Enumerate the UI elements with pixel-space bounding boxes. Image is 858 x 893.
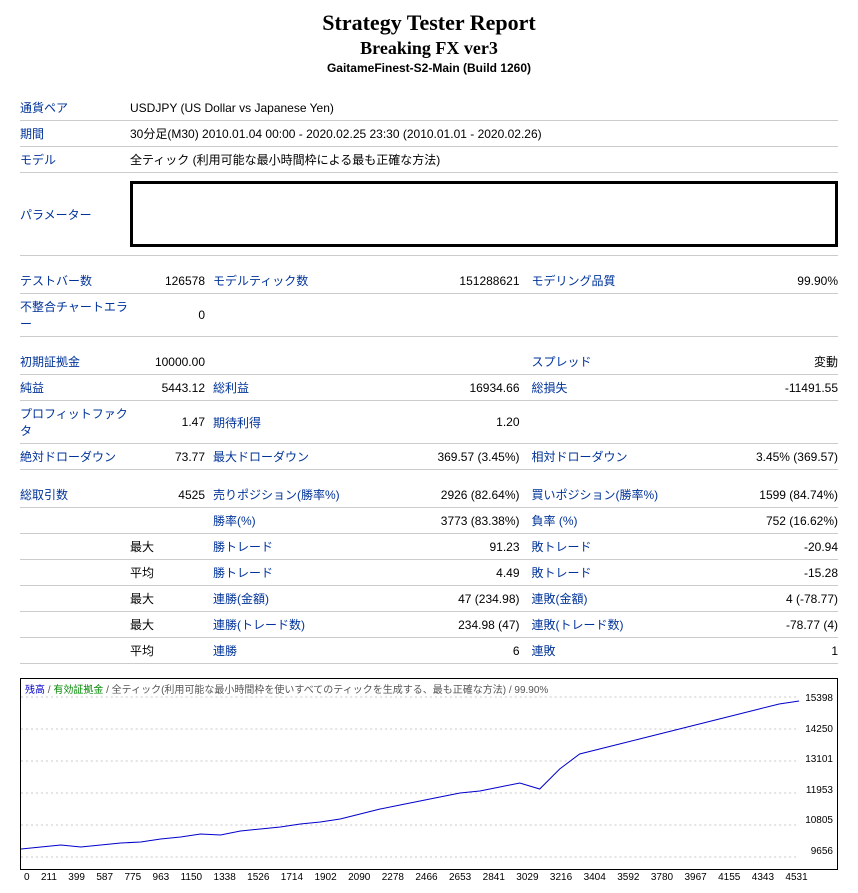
long-label: 買いポジション(勝率%) <box>532 486 672 503</box>
cons-win-amt-value: 47 (234.98) <box>353 592 532 606</box>
cons-lose-amt-label: 連敗(金額) <box>532 590 672 607</box>
cons-win-avg-label: 連勝 <box>213 642 353 659</box>
model-label: モデル <box>20 151 130 168</box>
abs-dd-value: 73.77 <box>130 450 213 464</box>
period-label: 期間 <box>20 125 130 142</box>
chart-legend: 残高 / 有効証拠金 / 全ティック(利用可能な最小時間枠を使いすべてのティック… <box>25 681 548 696</box>
lose-trade-avg-label: 敗トレード <box>532 564 672 581</box>
gross-l-label: 総損失 <box>532 379 672 396</box>
cons-lose-amt-value: 4 (-78.77) <box>672 592 839 606</box>
cons-lose-cnt-value: -78.77 (4) <box>672 618 839 632</box>
abs-dd-label: 絶対ドローダウン <box>20 448 130 465</box>
max-dd-value: 369.57 (3.45%) <box>353 450 532 464</box>
period-value: 30分足(M30) 2010.01.04 00:00 - 2020.02.25 … <box>130 125 838 142</box>
win-trade-avg-label: 勝トレード <box>213 564 353 581</box>
ep-label: 期待利得 <box>213 414 353 431</box>
param-label: パラメーター <box>20 206 130 223</box>
ticks-value: 151288621 <box>353 274 532 288</box>
max-prefix: 最大 <box>130 538 213 555</box>
model-value: 全ティック (利用可能な最小時間枠による最も正確な方法) <box>130 151 838 168</box>
rel-dd-label: 相対ドローダウン <box>532 448 672 465</box>
deposit-value: 10000.00 <box>130 355 213 369</box>
report-title: Strategy Tester Report <box>20 10 838 36</box>
cons-win-cnt-label: 連勝(トレード数) <box>213 616 353 633</box>
legend-note: / 全ティック(利用可能な最小時間枠を使いすべてのティックを生成する、最も正確な… <box>106 685 548 696</box>
stats-section-3: 総取引数 4525 売りポジション(勝率%) 2926 (82.64%) 買いポ… <box>20 482 838 664</box>
report-build: GaitameFinest-S2-Main (Build 1260) <box>20 61 838 75</box>
stats-section-2: 初期証拠金 10000.00 スプレッド 変動 純益 5443.12 総利益 1… <box>20 349 838 470</box>
pair-value: USDJPY (US Dollar vs Japanese Yen) <box>130 101 838 115</box>
gross-l-value: -11491.55 <box>672 381 839 395</box>
net-label: 純益 <box>20 379 130 396</box>
lose-rate-label: 負率 (%) <box>532 512 672 529</box>
stats-section-1: テストバー数 126578 モデルティック数 151288621 モデリング品質… <box>20 268 838 337</box>
pf-value: 1.47 <box>130 415 213 429</box>
total-label: 総取引数 <box>20 486 130 503</box>
win-trade-max: 91.23 <box>353 540 532 554</box>
win-rate-label: 勝率(%) <box>213 512 353 529</box>
max-dd-label: 最大ドローダウン <box>213 448 353 465</box>
chart-y-axis: 15398142501310111953108059656 <box>805 693 833 857</box>
rel-dd-value: 3.45% (369.57) <box>672 450 839 464</box>
gross-p-value: 16934.66 <box>353 381 532 395</box>
win-rate-value: 3773 (83.38%) <box>353 514 532 528</box>
report-header: Strategy Tester Report Breaking FX ver3 … <box>20 10 838 75</box>
total-value: 4525 <box>130 488 213 502</box>
mismatch-label: 不整合チャートエラー <box>20 298 130 332</box>
cons-win-amt-label: 連勝(金額) <box>213 590 353 607</box>
ep-value: 1.20 <box>353 415 532 429</box>
lose-rate-value: 752 (16.62%) <box>672 514 839 528</box>
chart-x-axis: 0211399587775963115013381526171419022090… <box>20 870 838 883</box>
pf-label: プロフィットファクタ <box>20 405 130 439</box>
legend-equity: 有効証拠金 <box>53 685 103 696</box>
short-label: 売りポジション(勝率%) <box>213 486 353 503</box>
cons-win-cnt-value: 234.98 (47) <box>353 618 532 632</box>
legend-balance: 残高 <box>25 685 45 696</box>
gross-p-label: 総利益 <box>213 379 353 396</box>
mismatch-value: 0 <box>130 308 213 322</box>
short-value: 2926 (82.64%) <box>353 488 532 502</box>
cons-win-avg-value: 6 <box>353 644 532 658</box>
pair-label: 通貨ペア <box>20 99 130 116</box>
spread-value: 変動 <box>672 353 839 370</box>
net-value: 5443.12 <box>130 381 213 395</box>
spread-label: スプレッド <box>532 353 672 370</box>
bars-value: 126578 <box>130 274 213 288</box>
report-subtitle: Breaking FX ver3 <box>20 38 838 59</box>
cons-lose-cnt-label: 連敗(トレード数) <box>532 616 672 633</box>
win-trade-label: 勝トレード <box>213 538 353 555</box>
deposit-label: 初期証拠金 <box>20 353 130 370</box>
quality-value: 99.90% <box>672 274 839 288</box>
avg-prefix: 平均 <box>130 564 213 581</box>
param-box <box>130 181 838 247</box>
chart-svg <box>21 679 837 869</box>
lose-trade-max: -20.94 <box>672 540 839 554</box>
quality-label: モデリング品質 <box>532 272 672 289</box>
cons-lose-avg-value: 1 <box>672 644 839 658</box>
ticks-label: モデルティック数 <box>213 272 353 289</box>
info-section: 通貨ペア USDJPY (US Dollar vs Japanese Yen) … <box>20 95 838 256</box>
lose-trade-avg: -15.28 <box>672 566 839 580</box>
cons-lose-avg-label: 連敗 <box>532 642 672 659</box>
lose-trade-label: 敗トレード <box>532 538 672 555</box>
win-trade-avg: 4.49 <box>353 566 532 580</box>
balance-chart: 残高 / 有効証拠金 / 全ティック(利用可能な最小時間枠を使いすべてのティック… <box>20 678 838 870</box>
long-value: 1599 (84.74%) <box>672 488 839 502</box>
bars-label: テストバー数 <box>20 272 130 289</box>
